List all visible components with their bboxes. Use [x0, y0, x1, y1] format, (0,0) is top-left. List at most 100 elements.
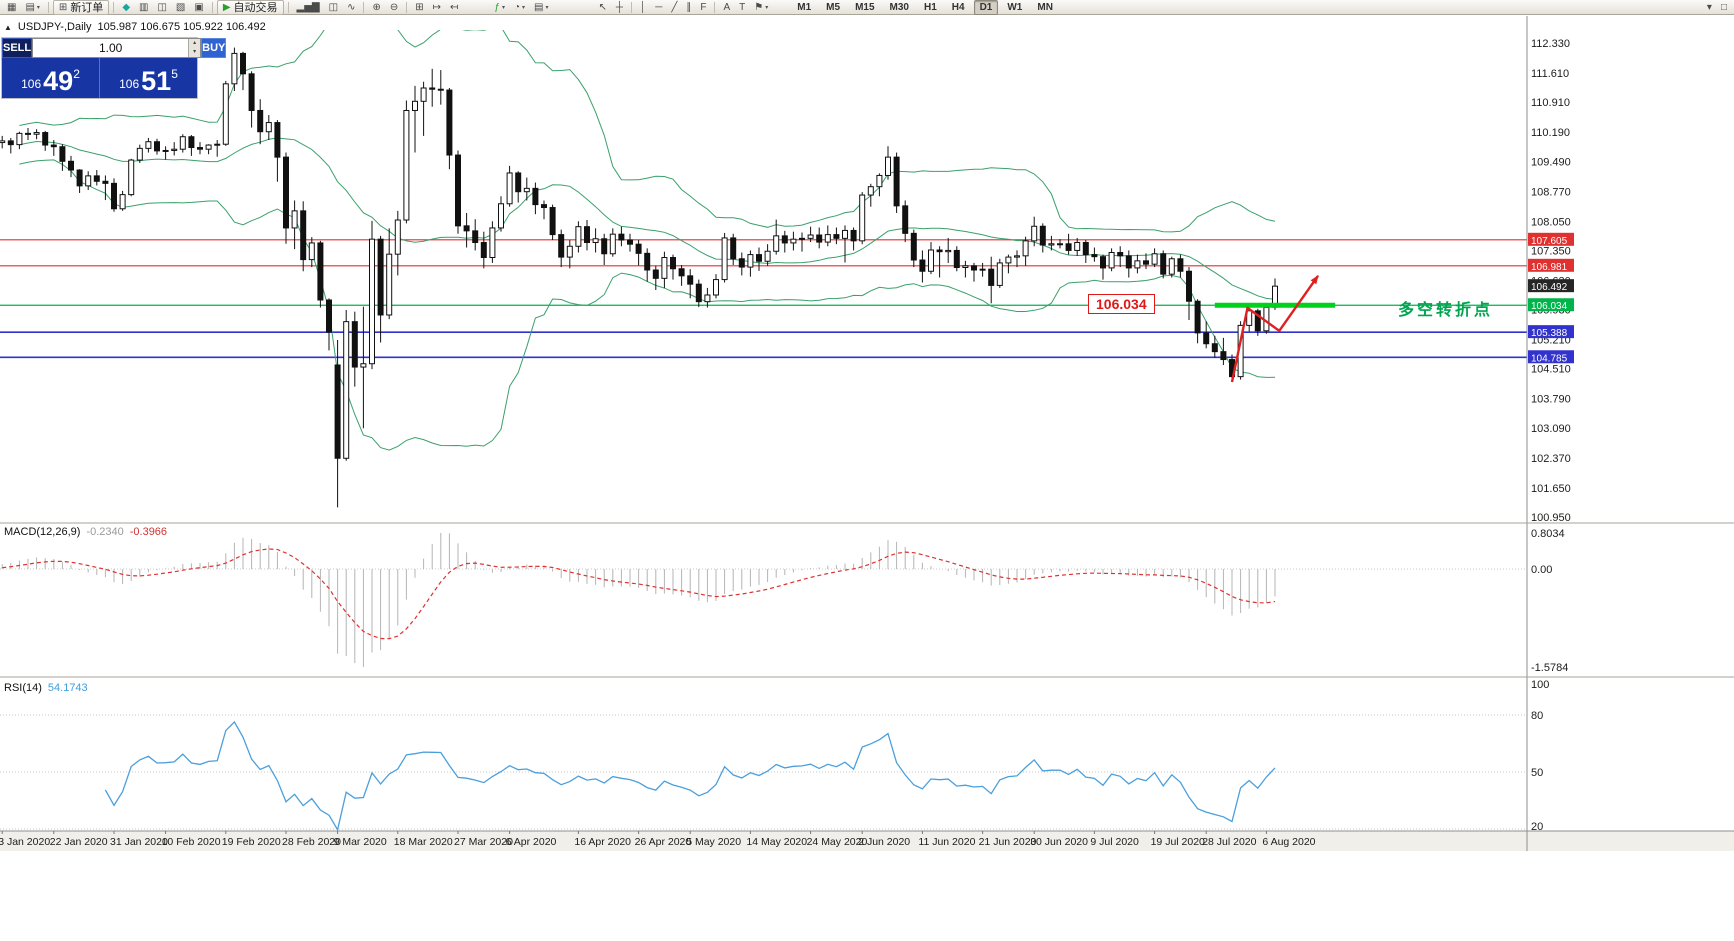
- bar-chart-icon[interactable]: ▂▅▇: [293, 0, 324, 15]
- support-price-label[interactable]: 106.034: [1088, 294, 1155, 314]
- one-click-collapse-icon[interactable]: ▲: [4, 22, 12, 32]
- candle-body: [670, 257, 676, 270]
- candlestick-chart-icon[interactable]: ◫: [325, 0, 342, 15]
- buy-button[interactable]: BUY: [201, 38, 227, 58]
- periods-icon[interactable]: ◔ ▾: [510, 0, 529, 15]
- candle-body: [1057, 243, 1063, 246]
- zoom-out-icon[interactable]: ⊖: [386, 0, 402, 15]
- text-icon[interactable]: A: [719, 0, 734, 15]
- price-tick-label: 104.510: [1531, 364, 1571, 376]
- trend-arrow[interactable]: [1230, 274, 1319, 383]
- candle-body: [652, 269, 659, 279]
- candle-body: [1048, 243, 1055, 246]
- tile-windows-icon[interactable]: ⊞: [411, 0, 427, 15]
- cursor-icon[interactable]: ↖: [595, 0, 611, 15]
- candle-body: [240, 52, 246, 75]
- sell-price-display[interactable]: 106 49 2: [2, 58, 99, 98]
- candle-body: [394, 219, 401, 255]
- candle-body: [936, 249, 943, 253]
- timeframe-W1[interactable]: W1: [1007, 1, 1023, 13]
- toolbar-separator: [363, 1, 365, 13]
- candle-body: [506, 172, 513, 205]
- window-arrange-icon[interactable]: □: [1717, 0, 1731, 15]
- autotrading-icon[interactable]: ▶ 自动交易: [216, 0, 284, 15]
- new-order-icon[interactable]: ⊞ 新订单: [52, 0, 110, 15]
- candle-body: [842, 229, 848, 239]
- timeframe-MN[interactable]: MN: [1037, 1, 1053, 13]
- templates-icon: ▤: [534, 1, 544, 13]
- dropdown-arrow-icon[interactable]: ▾: [522, 4, 526, 11]
- trendline-icon[interactable]: ╱: [667, 0, 681, 15]
- dropdown-arrow-icon[interactable]: ▾: [36, 4, 40, 11]
- candle-body: [790, 238, 797, 244]
- candle-body: [1082, 242, 1089, 256]
- templates-icon[interactable]: ▤ ▾: [530, 0, 552, 15]
- buy-price-display[interactable]: 106 51 5: [100, 58, 197, 98]
- horizontal-line-icon[interactable]: ─: [651, 0, 666, 15]
- dropdown-arrow-icon[interactable]: ▾: [765, 4, 769, 11]
- candle-body: [1117, 252, 1124, 257]
- zoom-in-icon[interactable]: ⊕: [368, 0, 384, 15]
- chart-shift-icon[interactable]: ↤: [446, 0, 462, 15]
- toolbar-options-icon[interactable]: ▾: [1703, 0, 1716, 15]
- buy-price-prefix: 106: [119, 77, 140, 91]
- timeframe-H1[interactable]: H1: [923, 1, 937, 13]
- indicators-icon[interactable]: ƒ ▾: [490, 0, 509, 15]
- date-label: 22 Jan 2020: [50, 836, 108, 848]
- channel-icon[interactable]: ∥: [682, 0, 695, 15]
- vertical-line-icon[interactable]: │: [636, 0, 650, 15]
- timeframe-D1[interactable]: D1: [973, 0, 999, 15]
- volume-increase-icon[interactable]: ▴: [193, 40, 197, 46]
- candle-body: [360, 363, 367, 368]
- rsi-indicator-label: RSI(14) 54.1743: [4, 682, 88, 694]
- timeframe-M1[interactable]: M1: [797, 1, 812, 13]
- sell-button[interactable]: SELL: [2, 38, 33, 58]
- candle-body: [248, 73, 255, 111]
- candle-body: [1125, 255, 1132, 269]
- candle-body: [1022, 240, 1029, 257]
- new-order-icon: ⊞: [58, 1, 68, 13]
- arrows-icon[interactable]: ⚑ ▾: [750, 0, 772, 15]
- chart-profiles-icon[interactable]: ▤ ▾: [21, 0, 43, 15]
- volume-input[interactable]: [33, 39, 189, 57]
- data-window-icon[interactable]: ◫: [153, 0, 170, 15]
- candle-body: [1211, 343, 1218, 353]
- candle-body: [695, 283, 702, 303]
- mql5-community-icon[interactable]: ◆: [118, 0, 134, 15]
- price-divider: [99, 58, 100, 98]
- cursor-icon: ↖: [598, 1, 607, 13]
- terminal-icon[interactable]: ▣: [190, 0, 207, 15]
- new-chart-icon[interactable]: ▦: [3, 0, 20, 15]
- market-watch-icon[interactable]: ▥: [135, 0, 152, 15]
- crosshair-icon[interactable]: ┼: [612, 0, 627, 15]
- line-chart-icon[interactable]: ∿: [343, 0, 359, 15]
- candle-body: [584, 226, 590, 244]
- timeframe-M15[interactable]: M15: [855, 1, 875, 13]
- volume-decrease-icon[interactable]: ▾: [193, 49, 197, 55]
- candle-body: [59, 146, 66, 162]
- date-label: 11 Jun 2020: [918, 836, 975, 848]
- candle-body: [1160, 253, 1167, 275]
- text-label-icon[interactable]: T: [735, 0, 749, 15]
- tile-windows-icon: ⊞: [415, 1, 424, 13]
- date-label: 30 Jun 2020: [1030, 836, 1088, 848]
- sell-price-prefix: 106: [21, 77, 42, 91]
- fibonacci-icon[interactable]: F: [696, 0, 710, 15]
- date-label: 21 Jun 2020: [979, 836, 1037, 848]
- rsi-name: RSI(14): [4, 682, 42, 694]
- turning-point-note[interactable]: 多空转折点: [1398, 302, 1494, 319]
- candle-body: [867, 186, 874, 196]
- chart-profiles-icon: ▤: [25, 1, 35, 13]
- macd-indicator-label: MACD(12,26,9) -0.2340 -0.3966: [4, 526, 167, 538]
- timeframe-H4[interactable]: H4: [951, 1, 965, 13]
- autotrading-icon-label: 自动交易: [233, 2, 278, 14]
- dropdown-arrow-icon[interactable]: ▾: [545, 4, 549, 11]
- auto-scroll-icon[interactable]: ↦: [429, 0, 445, 15]
- dropdown-arrow-icon[interactable]: ▾: [501, 4, 505, 11]
- navigator-icon[interactable]: ▧: [172, 0, 189, 15]
- timeframe-M5[interactable]: M5: [826, 1, 841, 13]
- terminal-icon: ▣: [194, 1, 204, 13]
- candle-body: [1203, 332, 1210, 345]
- timeframe-M30[interactable]: M30: [889, 1, 909, 13]
